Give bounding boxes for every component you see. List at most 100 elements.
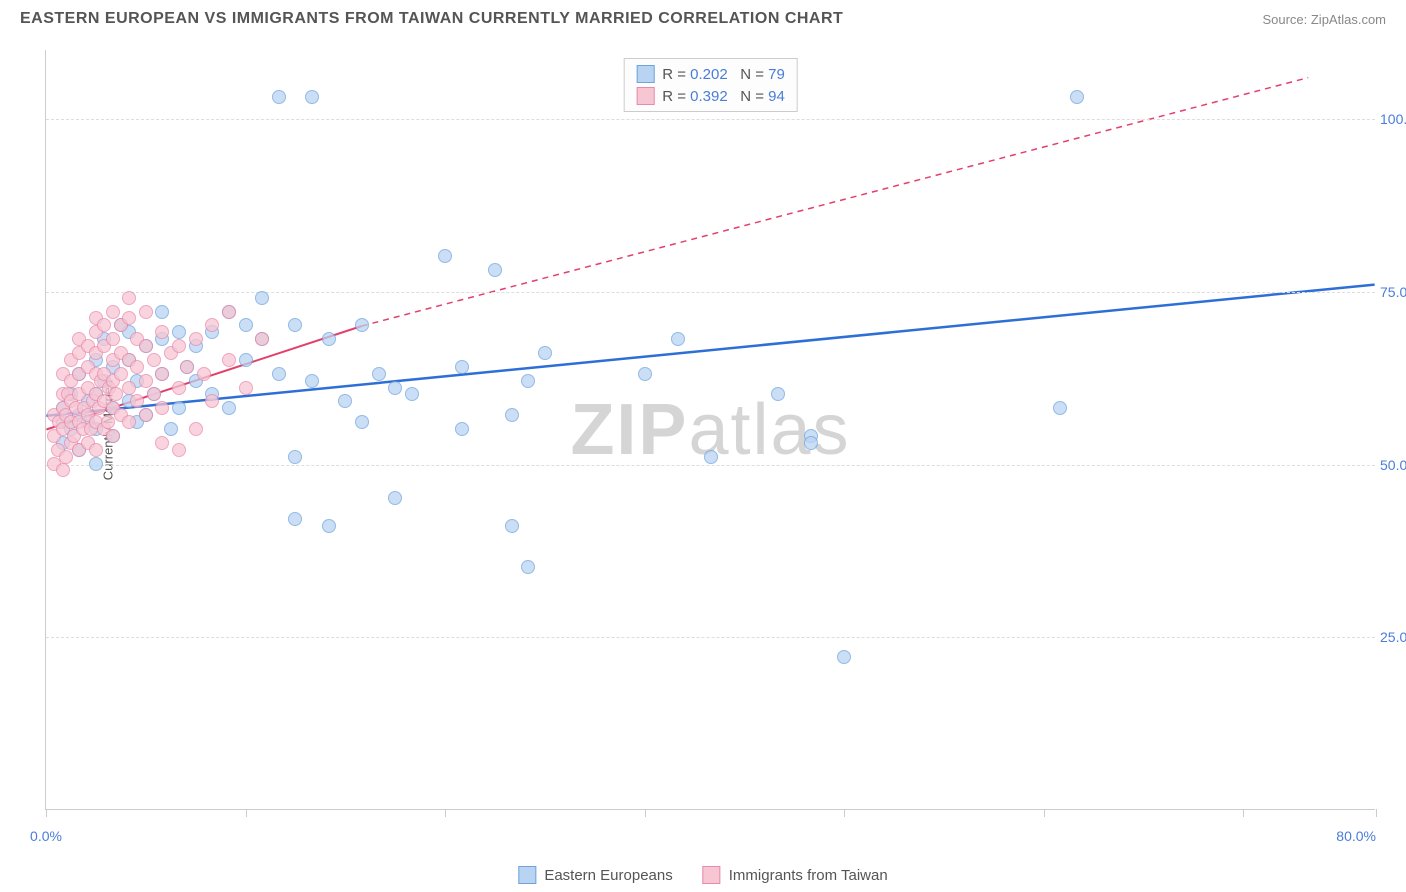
scatter-point — [255, 291, 269, 305]
x-tick — [844, 809, 845, 817]
scatter-point — [205, 394, 219, 408]
scatter-point — [488, 263, 502, 277]
scatter-point — [388, 381, 402, 395]
y-tick-label: 25.0% — [1380, 629, 1406, 645]
bottom-legend: Eastern Europeans Immigrants from Taiwan — [518, 866, 887, 884]
scatter-point — [89, 457, 103, 471]
scatter-point — [59, 450, 73, 464]
scatter-point — [305, 374, 319, 388]
scatter-point — [222, 401, 236, 415]
scatter-point — [1053, 401, 1067, 415]
scatter-point — [109, 387, 123, 401]
legend-label: Eastern Europeans — [544, 867, 672, 884]
scatter-point — [147, 353, 161, 367]
scatter-point — [638, 367, 652, 381]
scatter-point — [130, 394, 144, 408]
scatter-point — [388, 491, 402, 505]
scatter-point — [155, 436, 169, 450]
scatter-point — [189, 332, 203, 346]
x-tick — [1243, 809, 1244, 817]
scatter-point — [355, 415, 369, 429]
trend-lines-layer — [46, 50, 1375, 809]
scatter-point — [56, 463, 70, 477]
y-tick-label: 50.0% — [1380, 457, 1406, 473]
gridline-h — [46, 637, 1375, 638]
scatter-point — [455, 422, 469, 436]
scatter-point — [505, 408, 519, 422]
scatter-point — [239, 353, 253, 367]
scatter-point — [405, 387, 419, 401]
x-tick — [1044, 809, 1045, 817]
source-label: Source: ZipAtlas.com — [1262, 12, 1386, 27]
scatter-point — [139, 339, 153, 353]
scatter-point — [122, 381, 136, 395]
gridline-h — [46, 119, 1375, 120]
scatter-point — [197, 367, 211, 381]
x-tick-label-right: 80.0% — [1336, 828, 1376, 844]
scatter-point — [172, 381, 186, 395]
scatter-point — [164, 422, 178, 436]
scatter-point — [305, 90, 319, 104]
y-tick-label: 100.0% — [1380, 111, 1406, 127]
scatter-point — [704, 450, 718, 464]
stat-row: R = 0.392 N = 94 — [632, 85, 789, 107]
series-swatch — [636, 65, 654, 83]
stat-text: R = 0.392 N = 94 — [662, 88, 785, 105]
scatter-point — [155, 401, 169, 415]
scatter-point — [139, 374, 153, 388]
scatter-point — [122, 291, 136, 305]
scatter-point — [106, 305, 120, 319]
scatter-point — [804, 436, 818, 450]
scatter-point — [172, 443, 186, 457]
scatter-point — [272, 90, 286, 104]
scatter-point — [288, 512, 302, 526]
scatter-point — [338, 394, 352, 408]
scatter-point — [101, 415, 115, 429]
scatter-point — [1070, 90, 1084, 104]
scatter-point — [255, 332, 269, 346]
scatter-point — [222, 353, 236, 367]
scatter-point — [122, 311, 136, 325]
series-swatch — [636, 87, 654, 105]
scatter-point — [122, 415, 136, 429]
scatter-point — [372, 367, 386, 381]
scatter-point — [180, 360, 194, 374]
scatter-point — [671, 332, 685, 346]
scatter-point — [172, 325, 186, 339]
scatter-point — [189, 422, 203, 436]
x-tick — [46, 809, 47, 817]
chart-plot-area: Currently Married ZIPatlas R = 0.202 N =… — [45, 50, 1375, 810]
gridline-h — [46, 465, 1375, 466]
legend-swatch — [518, 866, 536, 884]
scatter-point — [106, 429, 120, 443]
scatter-point — [521, 560, 535, 574]
legend-label: Immigrants from Taiwan — [729, 867, 888, 884]
scatter-point — [205, 318, 219, 332]
scatter-point — [139, 305, 153, 319]
scatter-point — [172, 339, 186, 353]
scatter-point — [97, 318, 111, 332]
correlation-stats-box: R = 0.202 N = 79 R = 0.392 N = 94 — [623, 58, 798, 112]
scatter-point — [505, 519, 519, 533]
scatter-point — [538, 346, 552, 360]
x-tick — [445, 809, 446, 817]
legend-swatch — [703, 866, 721, 884]
legend-item: Eastern Europeans — [518, 866, 672, 884]
stat-row: R = 0.202 N = 79 — [632, 63, 789, 85]
scatter-point — [288, 450, 302, 464]
scatter-point — [355, 318, 369, 332]
scatter-point — [155, 325, 169, 339]
scatter-point — [130, 360, 144, 374]
y-tick-label: 75.0% — [1380, 284, 1406, 300]
scatter-point — [239, 381, 253, 395]
scatter-point — [837, 650, 851, 664]
scatter-point — [272, 367, 286, 381]
stat-text: R = 0.202 N = 79 — [662, 66, 785, 83]
scatter-point — [139, 408, 153, 422]
scatter-point — [521, 374, 535, 388]
scatter-point — [155, 367, 169, 381]
legend-item: Immigrants from Taiwan — [703, 866, 888, 884]
x-tick — [1376, 809, 1377, 817]
scatter-point — [322, 519, 336, 533]
scatter-point — [106, 332, 120, 346]
